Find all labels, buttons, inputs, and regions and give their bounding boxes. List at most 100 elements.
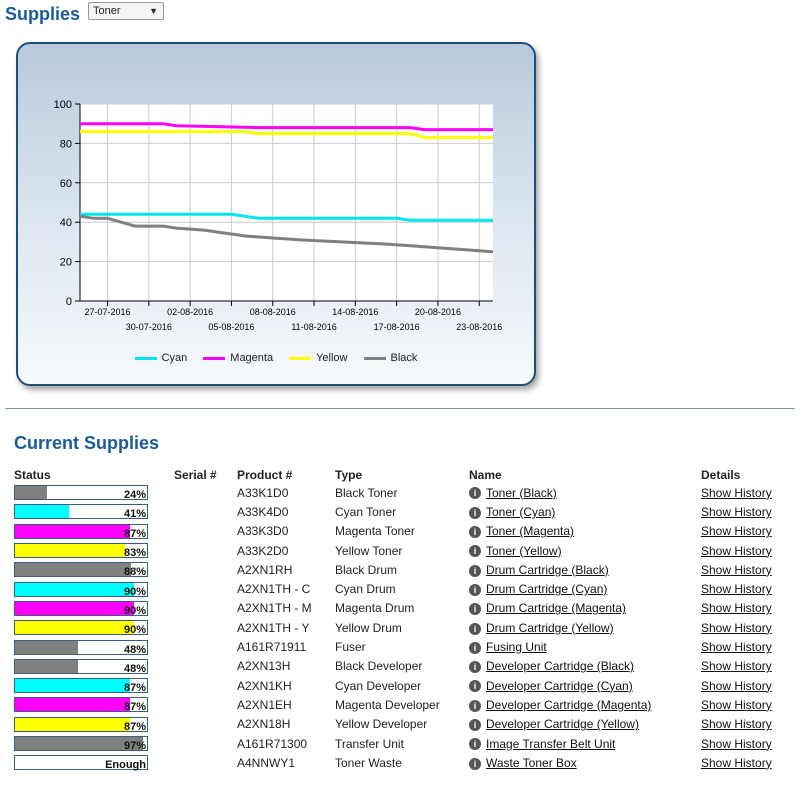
type-cell: Cyan Drum [335, 582, 396, 597]
show-history-link[interactable]: Show History [701, 562, 772, 577]
show-history-link[interactable]: Show History [701, 582, 772, 597]
supply-name-link[interactable]: Drum Cartridge (Cyan) [486, 582, 608, 597]
product-cell: A2XN1TH - M [237, 601, 312, 616]
info-icon[interactable]: i [469, 564, 481, 577]
serial-cell [174, 579, 237, 598]
supply-name-link[interactable]: Developer Cartridge (Yellow) [486, 717, 639, 732]
supply-name-link[interactable]: Developer Cartridge (Cyan) [486, 678, 633, 693]
table-row: 87% A33K3D0 Magenta Toner i Toner (Magenta) S… [14, 522, 781, 541]
details-cell: Show History [701, 522, 781, 541]
status-bar: 88% [14, 562, 148, 578]
status-cell: 83% [14, 541, 174, 560]
legend-label: Cyan [161, 352, 188, 364]
name-cell: i Developer Cartridge (Yellow) [469, 715, 701, 734]
show-history-link[interactable]: Show History [701, 697, 772, 712]
status-bar-fill [15, 486, 47, 500]
type-cell: Yellow Toner [335, 543, 403, 558]
supply-name-link[interactable]: Drum Cartridge (Magenta) [486, 601, 627, 616]
info-icon[interactable]: i [469, 699, 481, 712]
info-icon[interactable]: i [469, 641, 481, 654]
status-percent: 83% [123, 547, 146, 560]
show-history-link[interactable]: Show History [701, 736, 772, 751]
table-row: 48% A2XN13H Black Developer i Developer Cart… [14, 657, 781, 676]
info-icon[interactable]: i [469, 526, 481, 539]
name-cell: i Developer Cartridge (Magenta) [469, 695, 701, 714]
supply-name-link[interactable]: Image Transfer Belt Unit [486, 736, 616, 751]
show-history-link[interactable]: Show History [701, 485, 772, 500]
info-icon[interactable]: i [469, 487, 481, 500]
supply-name-link[interactable]: Developer Cartridge (Black) [486, 659, 635, 674]
status-bar: 48% [14, 639, 148, 656]
status-bar-fill [15, 544, 125, 558]
header-details: Details [701, 468, 741, 482]
y-tick-label: 20 [60, 257, 72, 269]
status-percent: Enough [105, 759, 146, 772]
product-cell: A2XN1TH - C [237, 582, 311, 597]
show-history-link[interactable]: Show History [701, 504, 772, 519]
info-icon[interactable]: i [469, 545, 481, 558]
show-history-link[interactable]: Show History [701, 524, 772, 539]
info-icon[interactable]: i [469, 661, 481, 674]
show-history-link[interactable]: Show History [701, 659, 772, 674]
details-cell: Show History [701, 695, 781, 714]
x-tick-label: 02-08-2016 [167, 307, 213, 317]
supply-name-link[interactable]: Toner (Yellow) [486, 543, 562, 558]
show-history-link[interactable]: Show History [701, 755, 772, 770]
status-cell: 48% [14, 657, 174, 676]
product-cell: A33K4D0 [237, 504, 289, 519]
info-icon[interactable]: i [469, 680, 481, 693]
info-icon[interactable]: i [469, 583, 481, 596]
name-cell: i Waste Toner Box [469, 753, 701, 772]
status-bar-fill [15, 601, 134, 615]
supply-name-link[interactable]: Drum Cartridge (Black) [486, 562, 609, 577]
status-cell: 87% [14, 676, 174, 695]
status-bar: 97% [14, 736, 148, 752]
info-icon[interactable]: i [469, 738, 481, 751]
y-tick-label: 40 [60, 217, 72, 229]
status-cell: 90% [14, 599, 174, 618]
supply-type-select[interactable]: Toner ▼ [88, 2, 164, 20]
type-cell: Black Drum [335, 562, 398, 577]
x-tick-label: 27-07-2016 [85, 307, 131, 317]
serial-cell [174, 734, 237, 753]
supply-name-link[interactable]: Toner (Cyan) [486, 504, 556, 519]
product-cell: A33K3D0 [237, 524, 289, 539]
legend-swatch [134, 356, 157, 360]
info-icon[interactable]: i [469, 719, 481, 732]
show-history-link[interactable]: Show History [701, 717, 772, 732]
show-history-link[interactable]: Show History [701, 678, 772, 693]
status-percent: 87% [123, 720, 146, 733]
supplies-line-chart: 0 20 40 60 80 100 27-07-2016 30-07-2016 02-08-20… [54, 99, 503, 332]
type-cell: Fuser [335, 640, 366, 655]
status-bar-fill [15, 659, 79, 673]
supply-name-link[interactable]: Toner (Black) [486, 485, 557, 500]
product-cell: A4NNWY1 [237, 755, 296, 770]
type-cell: Magenta Toner [335, 524, 415, 539]
show-history-link[interactable]: Show History [701, 620, 772, 635]
show-history-link[interactable]: Show History [701, 601, 772, 616]
supply-name-link[interactable]: Waste Toner Box [486, 755, 577, 770]
info-icon[interactable]: i [469, 603, 481, 616]
type-cell: Cyan Toner [335, 504, 397, 519]
table-row: 41% A33K4D0 Cyan Toner i Toner (Cyan) Show Hi… [14, 502, 781, 521]
header-name: Name [469, 468, 502, 482]
supply-name-link[interactable]: Toner (Magenta) [486, 524, 575, 539]
type-cell: Transfer Unit [335, 736, 404, 751]
info-icon[interactable]: i [469, 757, 481, 770]
product-cell: A2XN13H [237, 659, 291, 674]
supply-name-link[interactable]: Developer Cartridge (Magenta) [486, 697, 652, 712]
show-history-link[interactable]: Show History [701, 543, 772, 558]
y-tick-label: 0 [66, 296, 72, 308]
name-cell: i Developer Cartridge (Cyan) [469, 676, 701, 695]
status-bar: 24% [14, 485, 148, 501]
type-cell: Black Developer [335, 659, 423, 674]
serial-cell [174, 541, 237, 560]
info-icon[interactable]: i [469, 622, 481, 635]
show-history-link[interactable]: Show History [701, 640, 772, 655]
x-tick-label: 20-08-2016 [415, 307, 461, 317]
supply-name-link[interactable]: Fusing Unit [486, 640, 547, 655]
supply-name-link[interactable]: Drum Cartridge (Yellow) [486, 620, 614, 635]
info-icon[interactable]: i [469, 506, 481, 519]
status-bar-fill [15, 563, 132, 577]
serial-cell [174, 618, 237, 637]
